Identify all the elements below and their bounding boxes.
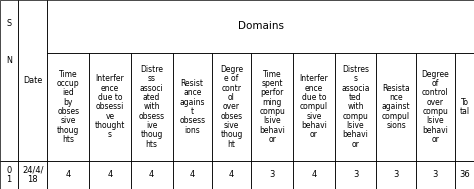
- Text: 3: 3: [433, 170, 438, 179]
- Text: 3: 3: [393, 170, 399, 179]
- Text: Resista
nce
against
compul
sions: Resista nce against compul sions: [382, 84, 410, 130]
- Bar: [173, 53, 212, 161]
- Bar: [173, 161, 212, 189]
- Bar: [251, 161, 293, 189]
- Text: 4: 4: [229, 170, 234, 179]
- Text: 4: 4: [65, 170, 71, 179]
- Text: Degree
of
control
over
compu
lsive
behavi
or: Degree of control over compu lsive behav…: [421, 70, 449, 144]
- Text: Resist
ance
agains
t
obsess
ions: Resist ance agains t obsess ions: [179, 79, 205, 135]
- Bar: [416, 53, 455, 161]
- Text: N: N: [6, 56, 12, 65]
- Text: Time
occup
ied
by
obses
sive
thoug
hts: Time occup ied by obses sive thoug hts: [57, 70, 80, 144]
- Text: Interfer
ence
due to
obsessi
ve
thought
s: Interfer ence due to obsessi ve thought …: [95, 74, 125, 139]
- Bar: [455, 161, 474, 189]
- Bar: [47, 53, 89, 161]
- Bar: [293, 161, 335, 189]
- Text: 36: 36: [459, 170, 470, 179]
- Text: To
tal: To tal: [459, 98, 470, 116]
- Text: S: S: [7, 19, 11, 28]
- Bar: [0, 0, 18, 161]
- Bar: [0, 161, 18, 189]
- Bar: [293, 53, 335, 161]
- Bar: [89, 161, 131, 189]
- Bar: [47, 161, 89, 189]
- Bar: [376, 161, 416, 189]
- Bar: [376, 53, 416, 161]
- Bar: [18, 0, 47, 161]
- Text: Domains: Domains: [237, 22, 284, 31]
- Text: Distre
ss
associ
ated
with
obsess
ive
thoug
hts: Distre ss associ ated with obsess ive th…: [138, 65, 165, 149]
- Text: Date: Date: [23, 76, 42, 85]
- Text: Degre
e of
contr
ol
over
obses
sive
thoug
ht: Degre e of contr ol over obses sive thou…: [220, 65, 243, 149]
- Bar: [335, 53, 376, 161]
- Text: Distres
s
associa
ted
with
compu
lsive
behavi
or: Distres s associa ted with compu lsive b…: [341, 65, 370, 149]
- Bar: [455, 53, 474, 161]
- Text: 4: 4: [149, 170, 155, 179]
- Bar: [47, 0, 474, 53]
- Bar: [131, 161, 173, 189]
- Bar: [416, 161, 455, 189]
- Text: 3: 3: [269, 170, 275, 179]
- Text: 24/4/
18: 24/4/ 18: [22, 166, 44, 184]
- Bar: [89, 53, 131, 161]
- Text: 4: 4: [311, 170, 317, 179]
- Bar: [131, 53, 173, 161]
- Text: 3: 3: [353, 170, 358, 179]
- Bar: [251, 53, 293, 161]
- Bar: [335, 161, 376, 189]
- Text: 4: 4: [190, 170, 195, 179]
- Text: Time
spent
perfor
ming
compu
lsive
behavi
or: Time spent perfor ming compu lsive behav…: [259, 70, 285, 144]
- Text: Interfer
ence
due to
compul
sive
behavi
or: Interfer ence due to compul sive behavi …: [300, 74, 328, 139]
- Text: 4: 4: [107, 170, 113, 179]
- Bar: [18, 161, 47, 189]
- Bar: [212, 53, 251, 161]
- Text: 0
1: 0 1: [6, 166, 12, 184]
- Bar: [212, 161, 251, 189]
